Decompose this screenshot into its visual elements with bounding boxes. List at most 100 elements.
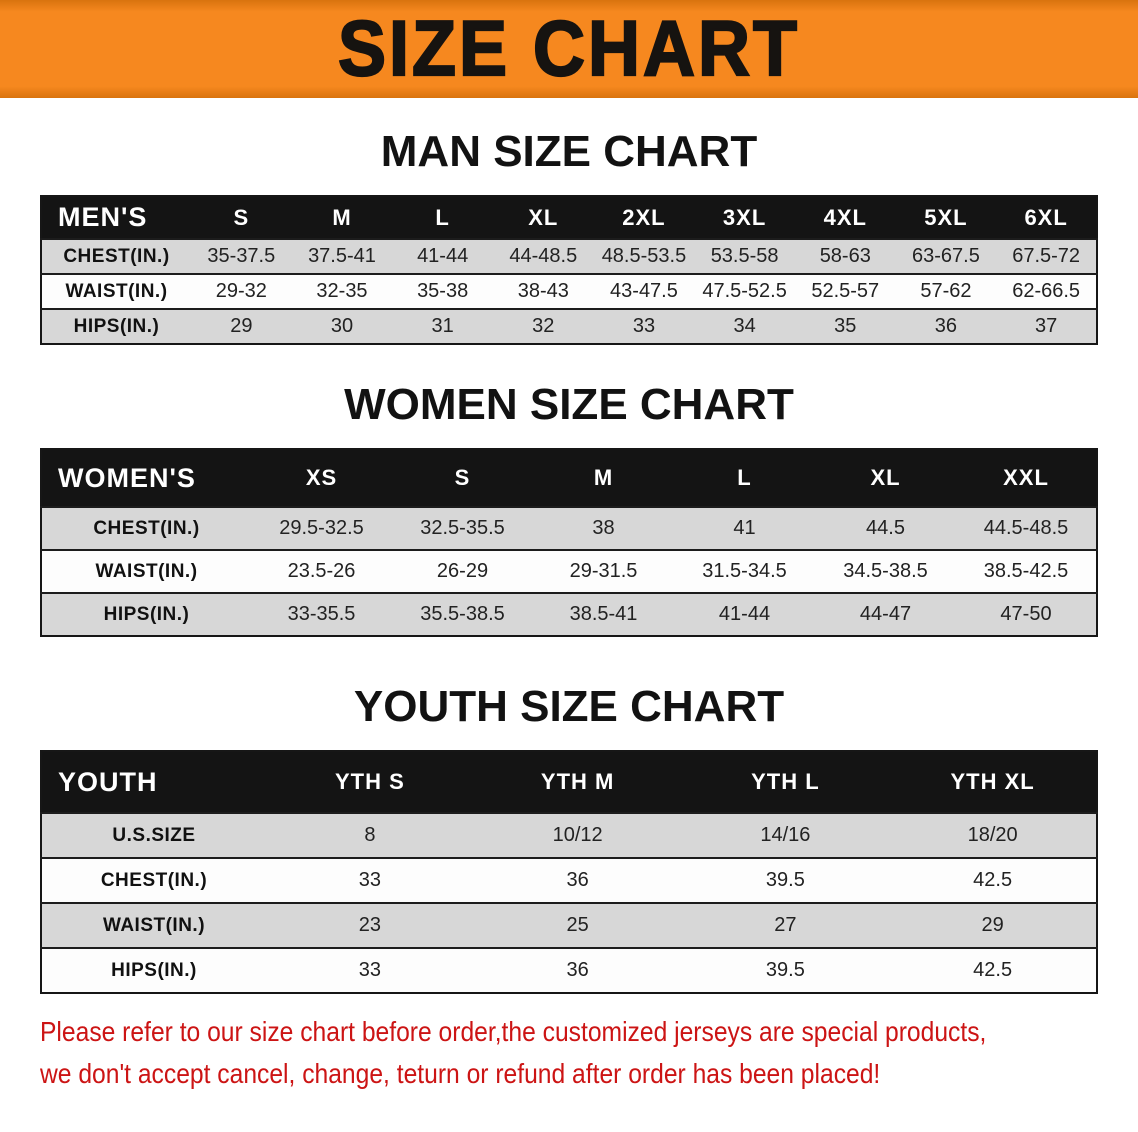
size-column-header: XL: [815, 449, 956, 507]
size-value-cell: 33: [632, 315, 656, 337]
size-column-header: XS: [251, 449, 392, 507]
size-value-cell: 38-43: [517, 280, 569, 302]
size-value-cell: 31: [431, 315, 454, 337]
size-column-header: XXL: [956, 449, 1097, 507]
size-value-cell: 39.5: [765, 959, 805, 981]
measurement-label: CHEST(IN.): [100, 869, 208, 891]
women-size-section: WOMEN SIZE CHART WOMEN'S XS S M L XL XXL CHEST(…: [0, 379, 1138, 637]
size-value-cell: 38.5-42.5: [983, 560, 1069, 582]
size-column-header: 2XL: [593, 196, 695, 239]
size-value-cell: 44-48.5: [509, 245, 578, 267]
size-value-cell: 10/12: [552, 824, 603, 846]
youth-section-heading: YOUTH SIZE CHART: [353, 682, 785, 731]
size-value-cell: 29-32: [215, 280, 267, 302]
size-value-cell: 44-47: [859, 603, 912, 625]
order-disclaimer: Please refer to our size chart before or…: [40, 1014, 1138, 1092]
size-value-cell: 27: [774, 914, 797, 936]
women-size-table: WOMEN'S XS S M L XL XXL CHEST(IN.) 29.5-32.5 32.5…: [40, 448, 1098, 637]
size-value-cell: 29-31.5: [569, 560, 638, 582]
size-value-cell: 57-62: [920, 280, 972, 302]
measurement-row: CHEST(IN.) 35-37.5 37.5-41 41-44 44-48.5 48.5…: [41, 239, 1097, 274]
measurement-row: HIPS(IN.) 33-35.5 35.5-38.5 38.5-41 41-44 44-…: [41, 593, 1097, 636]
disclaimer-line-1: Please refer to our size chart before or…: [40, 1016, 987, 1047]
size-value-cell: 33-35.5: [287, 603, 356, 625]
measurement-label: WAIST(IN.): [95, 560, 198, 582]
size-value-cell: 8: [364, 824, 376, 846]
size-column-header: L: [674, 449, 815, 507]
measurement-row: U.S.SIZE 8 10/12 14/16 18/20: [41, 813, 1097, 858]
size-value-cell: 44.5: [866, 517, 905, 539]
size-value-cell: 58-63: [819, 245, 871, 267]
size-value-cell: 47-50: [1000, 603, 1052, 625]
size-table-header-row: YOUTH YTH S YTH M YTH L YTH XL: [41, 751, 1097, 813]
size-value-cell: 37.5-41: [308, 245, 376, 267]
men-size-section: MAN SIZE CHART MEN'S S M L XL 2XL 3XL 4XL 5XL 6XL…: [0, 126, 1138, 345]
size-value-cell: 53.5-58: [710, 245, 779, 267]
size-value-cell: 36: [934, 315, 958, 337]
size-value-cell: 36: [566, 959, 589, 981]
size-value-cell: 42.5: [973, 959, 1013, 981]
size-value-cell: 32-35: [316, 280, 368, 302]
measurement-label: HIPS(IN.): [103, 603, 190, 625]
size-chart-page: SIZE CHART MAN SIZE CHART MEN'S S M L XL 2XL 3…: [0, 0, 1138, 1092]
size-value-cell: 41: [733, 517, 756, 539]
measurement-label: WAIST(IN.): [102, 914, 206, 936]
size-column-header: S: [191, 196, 292, 239]
table-category-label: WOMEN'S: [41, 449, 251, 507]
measurement-label: HIPS(IN.): [73, 315, 160, 337]
size-value-cell: 23: [358, 914, 381, 936]
measurement-label: WAIST(IN.): [65, 280, 168, 302]
size-column-header: 3XL: [694, 196, 795, 239]
size-column-header: YTH L: [681, 751, 890, 813]
measurement-label: CHEST(IN.): [93, 517, 200, 539]
size-table-header-row: MEN'S S M L XL 2XL 3XL 4XL 5XL 6XL: [41, 196, 1097, 239]
measurement-label: CHEST(IN.): [63, 245, 170, 267]
size-value-cell: 33: [358, 869, 381, 891]
page-title: SIZE CHART: [337, 5, 800, 94]
size-value-cell: 26-29: [436, 560, 489, 582]
size-column-header: YTH XL: [889, 751, 1097, 813]
women-section-heading: WOMEN SIZE CHART: [344, 380, 794, 429]
size-value-cell: 34.5-38.5: [843, 560, 928, 582]
size-value-cell: 62-66.5: [1012, 280, 1081, 302]
size-value-cell: 35-37.5: [207, 245, 276, 267]
size-column-header: XL: [492, 196, 594, 239]
size-value-cell: 63-67.5: [912, 245, 980, 267]
size-value-cell: 44.5-48.5: [983, 517, 1069, 539]
size-value-cell: 38: [592, 517, 615, 539]
table-category-label: YOUTH: [41, 751, 266, 813]
size-value-cell: 41-44: [718, 603, 771, 625]
measurement-row: WAIST(IN.) 23 25 27 29: [41, 903, 1097, 948]
size-value-cell: 47.5-52.5: [702, 280, 787, 302]
size-value-cell: 29: [230, 315, 253, 337]
measurement-row: HIPS(IN.) 33 36 39.5 42.5: [41, 948, 1097, 993]
size-column-header: M: [291, 196, 393, 239]
size-column-header: 4XL: [794, 196, 896, 239]
measurement-label: U.S.SIZE: [112, 824, 196, 846]
size-column-header: S: [392, 449, 533, 507]
size-value-cell: 39.5: [765, 869, 805, 891]
size-value-cell: 35: [834, 315, 857, 337]
measurement-label: HIPS(IN.): [111, 959, 197, 981]
size-column-header: 6XL: [996, 196, 1097, 239]
disclaimer-line-2: we don't accept cancel, change, teturn o…: [40, 1058, 881, 1089]
size-value-cell: 41-44: [417, 245, 469, 267]
size-value-cell: 34: [733, 315, 756, 337]
size-value-cell: 35-38: [417, 280, 469, 302]
size-column-header: 5XL: [895, 196, 997, 239]
size-column-header: L: [392, 196, 493, 239]
measurement-row: WAIST(IN.) 29-32 32-35 35-38 38-43 43-47.5 47.…: [41, 274, 1097, 309]
size-value-cell: 42.5: [973, 869, 1013, 891]
men-section-heading: MAN SIZE CHART: [380, 127, 758, 176]
size-column-header: YTH S: [266, 751, 474, 813]
size-value-cell: 31.5-34.5: [702, 560, 787, 582]
measurement-row: CHEST(IN.) 29.5-32.5 32.5-35.5 38 41 44.5 44.5…: [41, 507, 1097, 550]
size-value-cell: 52.5-57: [811, 280, 880, 302]
size-value-cell: 32.5-35.5: [420, 517, 505, 539]
measurement-row: WAIST(IN.) 23.5-26 26-29 29-31.5 31.5-34.5 34…: [41, 550, 1097, 593]
men-size-table: MEN'S S M L XL 2XL 3XL 4XL 5XL 6XL CHEST(IN.) 35-37…: [40, 195, 1098, 345]
size-table-header-row: WOMEN'S XS S M L XL XXL: [41, 449, 1097, 507]
size-value-cell: 48.5-53.5: [601, 245, 687, 267]
size-chart-banner: SIZE CHART: [0, 0, 1138, 98]
youth-size-table: YOUTH YTH S YTH M YTH L YTH XL U.S.SIZE 8 10/12…: [40, 750, 1098, 994]
